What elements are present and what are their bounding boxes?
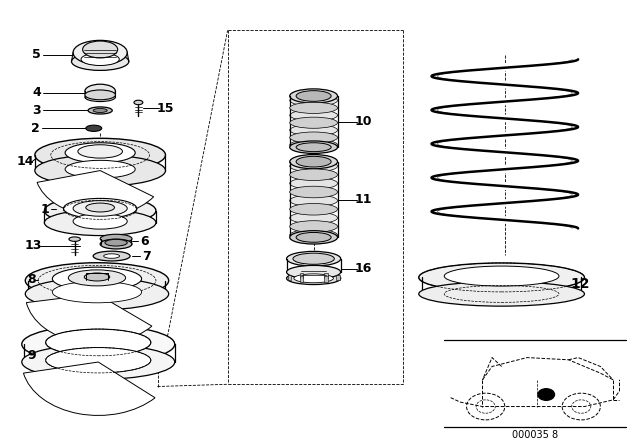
Bar — [300, 276, 303, 282]
Ellipse shape — [86, 125, 102, 131]
Ellipse shape — [65, 160, 135, 178]
Text: 3: 3 — [32, 104, 41, 117]
Ellipse shape — [290, 102, 337, 113]
Ellipse shape — [290, 186, 337, 198]
Text: 5: 5 — [32, 48, 41, 61]
Ellipse shape — [419, 282, 584, 306]
Ellipse shape — [290, 177, 337, 189]
Ellipse shape — [290, 160, 337, 172]
Ellipse shape — [290, 132, 337, 143]
Ellipse shape — [22, 345, 175, 379]
Wedge shape — [37, 171, 154, 216]
Text: 16: 16 — [355, 262, 372, 275]
Ellipse shape — [134, 100, 143, 105]
Ellipse shape — [45, 348, 151, 373]
Ellipse shape — [294, 274, 333, 283]
Text: 12: 12 — [570, 277, 589, 291]
Ellipse shape — [35, 155, 166, 186]
Ellipse shape — [93, 251, 130, 261]
Ellipse shape — [86, 203, 115, 212]
Text: 2: 2 — [31, 122, 40, 135]
Ellipse shape — [290, 117, 337, 128]
Ellipse shape — [290, 141, 337, 153]
Ellipse shape — [290, 221, 337, 233]
Ellipse shape — [44, 210, 156, 236]
Ellipse shape — [290, 169, 337, 181]
Bar — [324, 273, 328, 278]
Ellipse shape — [100, 234, 132, 243]
Circle shape — [538, 389, 554, 401]
Ellipse shape — [296, 90, 331, 101]
Text: 11: 11 — [355, 193, 372, 206]
Ellipse shape — [290, 125, 337, 136]
Ellipse shape — [85, 93, 115, 102]
Ellipse shape — [44, 196, 156, 225]
Text: 000035 8: 000035 8 — [512, 430, 558, 439]
Ellipse shape — [287, 251, 340, 266]
Text: 4: 4 — [32, 86, 41, 99]
Ellipse shape — [26, 263, 169, 298]
Text: 8: 8 — [28, 273, 36, 286]
Ellipse shape — [73, 40, 127, 65]
Ellipse shape — [290, 95, 337, 106]
Ellipse shape — [73, 214, 127, 229]
Ellipse shape — [287, 272, 340, 284]
Ellipse shape — [85, 84, 115, 99]
Ellipse shape — [68, 270, 125, 286]
Text: 10: 10 — [355, 115, 372, 128]
Text: 1: 1 — [40, 203, 49, 216]
Ellipse shape — [419, 263, 584, 292]
Ellipse shape — [93, 108, 107, 112]
Text: 15: 15 — [157, 102, 175, 115]
Ellipse shape — [65, 143, 135, 163]
Text: 13: 13 — [24, 239, 42, 252]
Ellipse shape — [81, 53, 119, 65]
Ellipse shape — [72, 52, 129, 70]
Ellipse shape — [105, 239, 127, 246]
Bar — [336, 275, 340, 280]
Bar — [287, 275, 291, 280]
Text: 7: 7 — [142, 250, 151, 263]
Ellipse shape — [290, 155, 337, 169]
Ellipse shape — [290, 229, 337, 241]
Wedge shape — [26, 294, 152, 344]
Ellipse shape — [73, 201, 127, 216]
Text: 9: 9 — [28, 349, 36, 362]
Ellipse shape — [88, 107, 112, 114]
Ellipse shape — [26, 278, 169, 310]
Ellipse shape — [444, 266, 559, 286]
Ellipse shape — [69, 237, 81, 241]
Text: 6: 6 — [140, 235, 149, 248]
Ellipse shape — [35, 138, 166, 172]
Ellipse shape — [290, 203, 337, 215]
Ellipse shape — [296, 233, 331, 242]
Ellipse shape — [290, 89, 337, 103]
Ellipse shape — [296, 156, 331, 167]
Ellipse shape — [290, 139, 337, 151]
Ellipse shape — [52, 267, 141, 290]
Ellipse shape — [83, 41, 118, 58]
Ellipse shape — [290, 212, 337, 224]
Ellipse shape — [290, 231, 337, 244]
Ellipse shape — [84, 273, 109, 281]
Ellipse shape — [290, 110, 337, 121]
Ellipse shape — [22, 325, 175, 363]
Ellipse shape — [104, 254, 120, 258]
Ellipse shape — [287, 265, 340, 279]
Ellipse shape — [290, 195, 337, 207]
Ellipse shape — [296, 143, 331, 152]
Text: 14: 14 — [17, 155, 35, 168]
Ellipse shape — [63, 198, 137, 219]
Ellipse shape — [85, 90, 115, 100]
Ellipse shape — [52, 281, 141, 303]
Bar — [300, 273, 303, 278]
Ellipse shape — [45, 329, 151, 356]
Ellipse shape — [78, 145, 122, 158]
Ellipse shape — [293, 253, 334, 264]
Bar — [324, 276, 328, 282]
Wedge shape — [24, 362, 155, 415]
Ellipse shape — [100, 239, 132, 249]
